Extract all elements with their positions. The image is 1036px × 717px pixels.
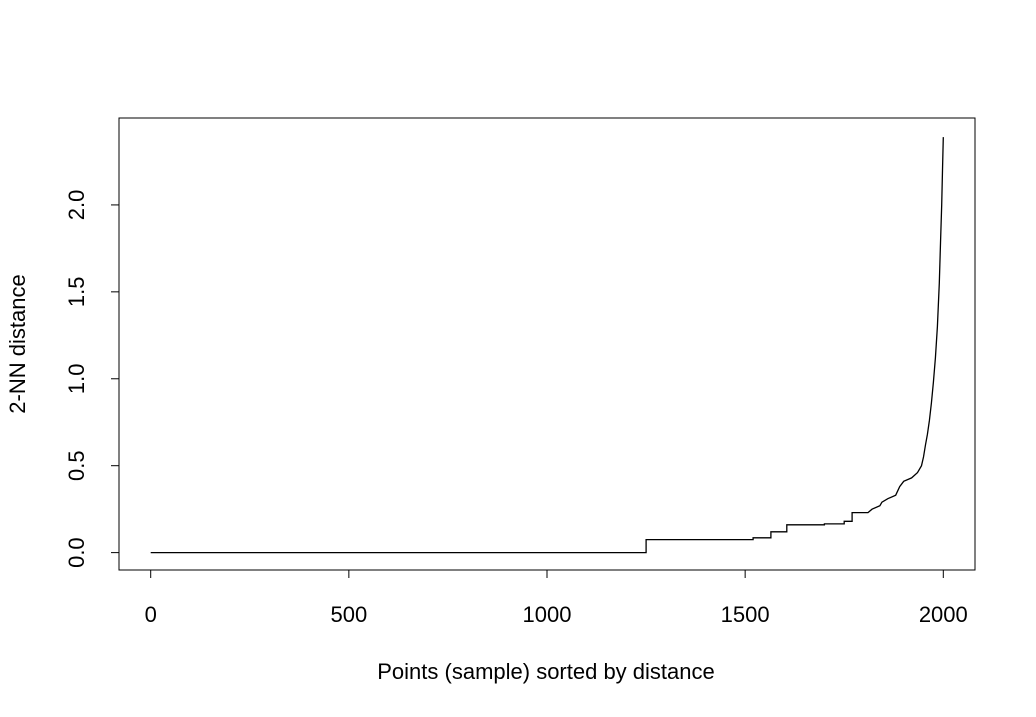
- x-tick-label: 500: [330, 602, 367, 627]
- x-axis-title: Points (sample) sorted by distance: [377, 659, 715, 684]
- x-axis: 0 500 1000 1500 2000: [145, 569, 968, 627]
- y-axis-title: 2-NN distance: [5, 274, 30, 413]
- y-tick-label: 1.0: [64, 363, 89, 394]
- x-tick-label: 1000: [523, 602, 572, 627]
- y-tick-label: 2.0: [64, 190, 89, 221]
- series-line: [150, 137, 944, 554]
- x-tick-label: 0: [145, 602, 157, 627]
- x-tick-label: 1500: [721, 602, 770, 627]
- series-layer: [150, 137, 944, 554]
- x-tick-label: 2000: [919, 602, 968, 627]
- y-tick-label: 1.5: [64, 277, 89, 308]
- y-tick-label: 0.0: [64, 537, 89, 568]
- y-axis: 0.0 0.5 1.0 1.5 2.0: [64, 190, 120, 568]
- y-tick-label: 0.5: [64, 450, 89, 481]
- plot-frame: [118, 117, 976, 571]
